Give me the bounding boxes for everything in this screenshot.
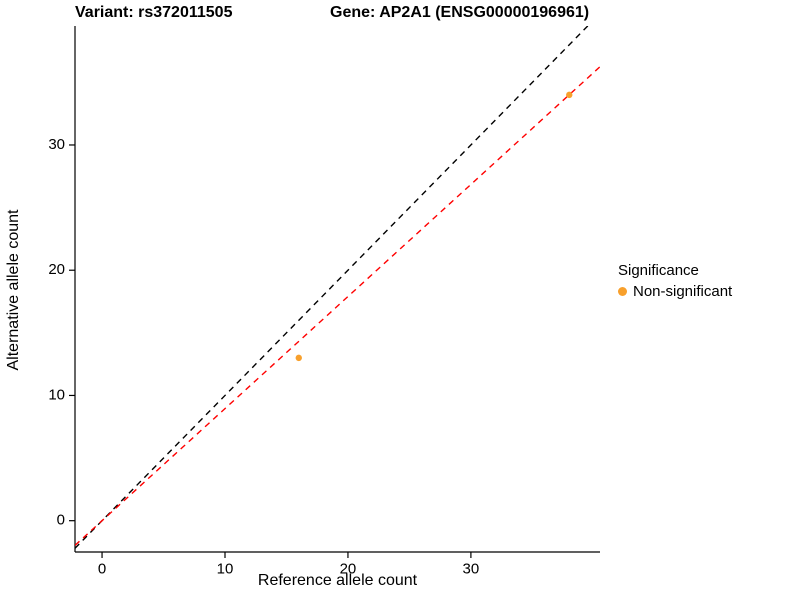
y-tick-label: 10 (48, 386, 65, 403)
y-tick-label: 0 (57, 512, 65, 529)
x-tick-label: 0 (98, 560, 106, 577)
y-tick-label: 30 (48, 136, 65, 153)
plot-content (75, 26, 600, 549)
legend-item: Non-significant (618, 283, 732, 300)
data-point (295, 354, 302, 362)
y-axis-title: Alternative allele count (5, 209, 22, 371)
x-axis-title: Reference allele count (257, 572, 418, 589)
y-tick-label: 20 (48, 261, 65, 278)
legend-item-label: Non-significant (633, 283, 733, 300)
legend-point-icon (618, 287, 627, 296)
gene-title: Gene: AP2A1 (ENSG00000196961) (330, 4, 590, 21)
variant-title: Variant: rs372011505 (75, 4, 233, 21)
legend: Significance Non-significant (618, 262, 732, 300)
fit-line (75, 66, 600, 546)
identity-line (75, 26, 589, 549)
x-tick-label: 30 (463, 560, 480, 577)
data-point (566, 91, 573, 99)
legend-title: Significance (618, 262, 699, 279)
x-tick-label: 20 (340, 560, 357, 577)
x-tick-label: 10 (217, 560, 234, 577)
